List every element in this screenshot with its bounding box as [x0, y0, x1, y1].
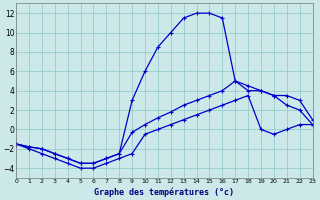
X-axis label: Graphe des températures (°c): Graphe des températures (°c): [94, 187, 234, 197]
